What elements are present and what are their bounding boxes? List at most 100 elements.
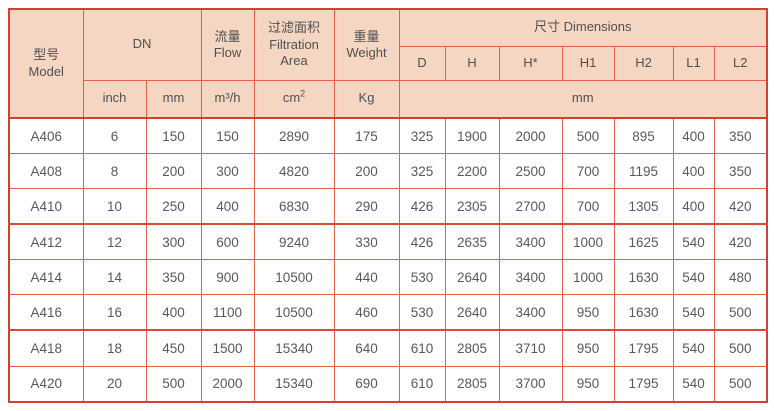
value-cell: 600 [200, 223, 255, 261]
value-cell: 2700 [498, 187, 563, 226]
value-cell: 530 [398, 259, 446, 296]
value-cell: 350 [145, 259, 202, 296]
unit-filtration-sup: 2 [300, 88, 306, 99]
unit-filtration-base: cm [282, 90, 301, 106]
value-cell: 2000 [498, 117, 563, 155]
model-cell: A420 [8, 365, 84, 403]
model-cell: A410 [8, 187, 84, 226]
header-dim-h2: H2 [613, 45, 674, 81]
value-cell: 450 [145, 329, 202, 367]
value-cell: 540 [672, 365, 715, 403]
value-cell: 950 [561, 294, 615, 332]
header-dim-h1: H1 [561, 45, 615, 81]
value-cell: 330 [333, 223, 400, 261]
value-cell: 700 [561, 153, 615, 189]
value-cell: 1195 [613, 153, 674, 189]
value-cell: 350 [713, 117, 768, 155]
value-cell: 2640 [444, 294, 500, 332]
value-cell: 426 [398, 187, 446, 226]
value-cell: 14 [82, 259, 147, 296]
value-cell: 540 [672, 294, 715, 332]
header-dim-l1: L1 [672, 45, 715, 81]
value-cell: 3400 [498, 223, 563, 261]
table-row: A408 8 200 300 4820 200 325 2200 2500 700 1195 400 3… [8, 153, 768, 189]
value-cell: 640 [333, 329, 400, 367]
header-dim-h: H [444, 45, 500, 81]
value-cell: 400 [672, 153, 715, 189]
value-cell: 460 [333, 294, 400, 332]
header-flow-zh: 流量 [214, 28, 241, 44]
value-cell: 950 [561, 365, 615, 403]
value-cell: 2890 [253, 117, 335, 155]
value-cell: 1630 [613, 294, 674, 332]
value-cell: 325 [398, 153, 446, 189]
model-cell: A414 [8, 259, 84, 296]
value-cell: 3710 [498, 329, 563, 367]
value-cell: 440 [333, 259, 400, 296]
value-cell: 200 [333, 153, 400, 189]
value-cell: 400 [145, 294, 202, 332]
header-weight: 重量 Weight [333, 8, 400, 81]
spec-table: 型号 Model DN 流量 Flow 过滤面积 Filtration Area… [8, 8, 768, 403]
value-cell: 1630 [613, 259, 674, 296]
value-cell: 150 [145, 117, 202, 155]
value-cell: 3700 [498, 365, 563, 403]
value-cell: 420 [713, 223, 768, 261]
table-row: A420 20 500 2000 15340 690 610 2805 3700 950 1795 5… [8, 365, 768, 403]
value-cell: 3400 [498, 259, 563, 296]
value-cell: 420 [713, 187, 768, 226]
header-model-en: Model [28, 63, 64, 79]
value-cell: 400 [200, 187, 255, 226]
value-cell: 15340 [253, 365, 335, 403]
unit-filtration: cm2 [253, 79, 335, 119]
value-cell: 6830 [253, 187, 335, 226]
header-model-zh: 型号 [33, 47, 60, 63]
header-dimensions: 尺寸 Dimensions [398, 8, 768, 47]
value-cell: 3400 [498, 294, 563, 332]
value-cell: 1305 [613, 187, 674, 226]
value-cell: 700 [561, 187, 615, 226]
header-flow: 流量 Flow [200, 8, 255, 81]
value-cell: 2200 [444, 153, 500, 189]
value-cell: 500 [713, 329, 768, 367]
table-body: A406 6 150 150 2890 175 325 1900 2000 500 895 400 35… [8, 117, 768, 403]
header-filtration-en: Filtration Area [269, 36, 319, 68]
value-cell: 8 [82, 153, 147, 189]
unit-dimensions: mm [398, 79, 768, 119]
table-row: A412 12 300 600 9240 330 426 2635 3400 1000 1625 54… [8, 223, 768, 261]
value-cell: 12 [82, 223, 147, 261]
value-cell: 18 [82, 329, 147, 367]
value-cell: 20 [82, 365, 147, 403]
header-dim-d: D [398, 45, 446, 81]
value-cell: 1500 [200, 329, 255, 367]
value-cell: 540 [672, 223, 715, 261]
value-cell: 1000 [561, 223, 615, 261]
value-cell: 15340 [253, 329, 335, 367]
value-cell: 250 [145, 187, 202, 226]
header-dn: DN [82, 8, 202, 81]
value-cell: 540 [672, 259, 715, 296]
model-cell: A406 [8, 117, 84, 155]
value-cell: 300 [200, 153, 255, 189]
value-cell: 480 [713, 259, 768, 296]
table-header: 型号 Model DN 流量 Flow 过滤面积 Filtration Area… [8, 8, 768, 119]
unit-inch: inch [82, 79, 147, 119]
value-cell: 1100 [200, 294, 255, 332]
value-cell: 2635 [444, 223, 500, 261]
unit-flow: m³/h [200, 79, 255, 119]
value-cell: 895 [613, 117, 674, 155]
value-cell: 2000 [200, 365, 255, 403]
header-model: 型号 Model [8, 8, 84, 119]
table-row: A418 18 450 1500 15340 640 610 2805 3710 950 1795 5… [8, 329, 768, 367]
value-cell: 2805 [444, 329, 500, 367]
header-dim-l2: L2 [713, 45, 768, 81]
value-cell: 610 [398, 365, 446, 403]
value-cell: 10500 [253, 259, 335, 296]
value-cell: 426 [398, 223, 446, 261]
units-row: inch mm m³/h cm2 Kg mm [9, 79, 768, 119]
header-filtration: 过滤面积 Filtration Area [253, 8, 335, 81]
header-weight-en: Weight [346, 44, 387, 60]
model-cell: A412 [8, 223, 84, 261]
value-cell: 690 [333, 365, 400, 403]
value-cell: 2640 [444, 259, 500, 296]
